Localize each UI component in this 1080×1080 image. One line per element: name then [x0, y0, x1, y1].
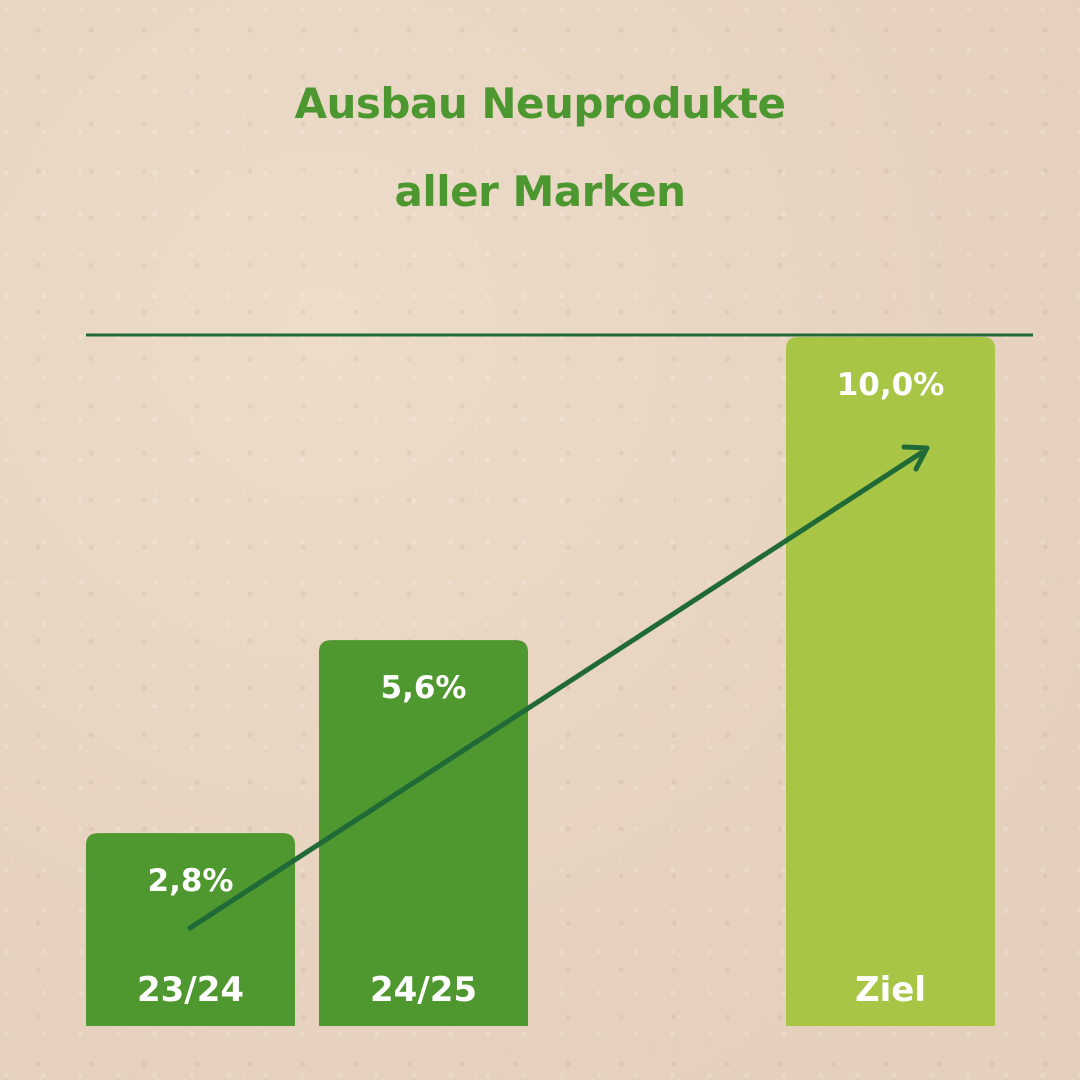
chart-title-line-1: Ausbau Neuprodukte [294, 79, 786, 128]
trend-arrow-line [187, 450, 924, 931]
category-label-1: 24/25 [370, 970, 477, 1010]
bar-2 [786, 337, 995, 1026]
category-label-0: 23/24 [137, 970, 244, 1010]
bar-value-label-0: 2,8% [148, 863, 234, 899]
trend-arrow-head [901, 444, 930, 472]
bar-1 [319, 640, 528, 1026]
chart-title-line-2: aller Marken [394, 167, 687, 216]
category-label-2: Ziel [855, 970, 926, 1010]
bar-value-label-1: 5,6% [381, 670, 467, 706]
chart-title: Ausbau Neuprodukte aller Marken [0, 60, 1080, 236]
bar-value-label-2: 10,0% [837, 367, 945, 403]
